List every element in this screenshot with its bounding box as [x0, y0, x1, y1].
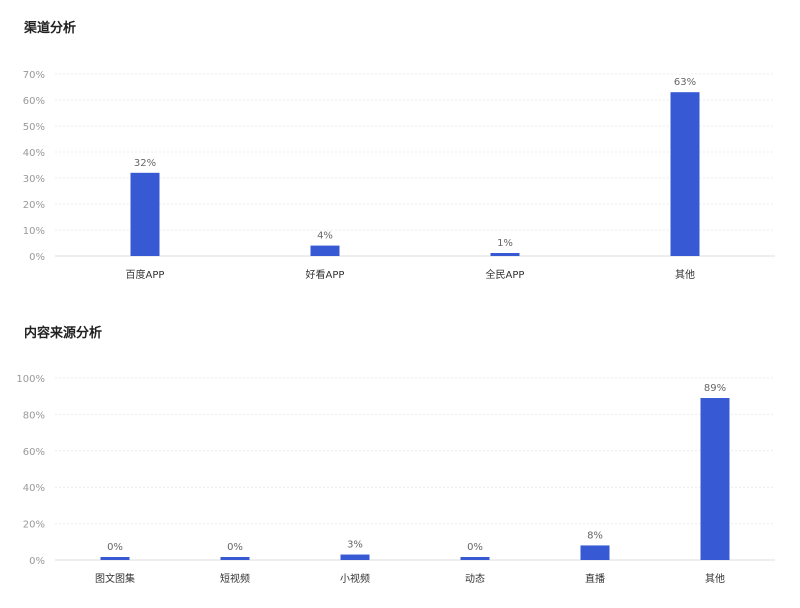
bar-value-label: 0% [467, 542, 483, 553]
x-category-label: 动态 [465, 572, 485, 585]
bar-value-label: 4% [317, 231, 333, 242]
bar[interactable] [130, 172, 160, 256]
channel-analysis-title: 渠道分析 [24, 21, 77, 36]
bar[interactable] [670, 92, 700, 256]
bar-value-label: 3% [347, 540, 363, 551]
x-category-label: 直播 [585, 572, 605, 585]
y-tick-label: 30% [23, 174, 45, 185]
y-tick-label: 20% [23, 200, 45, 211]
y-tick-label: 0% [29, 556, 45, 567]
channel-bar-chart: 0% 10% 20% 30% 40% 50% 60% 70% 32% 百度APP 4% 好看APP 1%… [23, 70, 775, 281]
bar[interactable] [340, 554, 370, 560]
x-category-label: 小视频 [340, 572, 370, 585]
x-category-label: 其他 [705, 572, 725, 585]
y-tick-label: 100% [16, 374, 45, 385]
bar[interactable] [460, 557, 490, 560]
bar-value-label: 32% [134, 158, 156, 169]
x-category-label: 其他 [675, 268, 695, 281]
bar[interactable] [580, 545, 610, 560]
y-tick-label: 0% [29, 252, 45, 263]
y-tick-label: 40% [23, 148, 45, 159]
x-category-label: 短视频 [220, 572, 250, 585]
bar-value-label: 89% [704, 383, 726, 394]
content-source-bar-chart: 0% 20% 40% 60% 80% 100% 0% 图文图集 0% 短视频 3% 小视频 0% 动态 8%… [16, 374, 775, 585]
bar-value-label: 63% [674, 77, 696, 88]
bar[interactable] [490, 253, 520, 256]
y-tick-label: 40% [23, 483, 45, 494]
y-tick-label: 60% [23, 96, 45, 107]
y-tick-label: 60% [23, 447, 45, 458]
x-category-label: 百度APP [126, 268, 165, 281]
x-category-label: 好看APP [306, 268, 345, 281]
y-tick-label: 70% [23, 70, 45, 81]
bar-value-label: 0% [107, 542, 123, 553]
bar-value-label: 8% [587, 530, 603, 541]
bar[interactable] [310, 245, 340, 256]
bar-value-label: 1% [497, 238, 513, 249]
bar-value-label: 0% [227, 542, 243, 553]
y-tick-label: 50% [23, 122, 45, 133]
x-category-label: 全民APP [486, 268, 525, 281]
bar[interactable] [100, 557, 130, 560]
content-source-analysis-title: 内容来源分析 [24, 326, 103, 341]
bar[interactable] [220, 557, 250, 560]
x-category-label: 图文图集 [95, 572, 135, 585]
bar[interactable] [700, 398, 730, 560]
y-tick-label: 20% [23, 520, 45, 531]
y-tick-label: 80% [23, 410, 45, 421]
y-tick-label: 10% [23, 226, 45, 237]
